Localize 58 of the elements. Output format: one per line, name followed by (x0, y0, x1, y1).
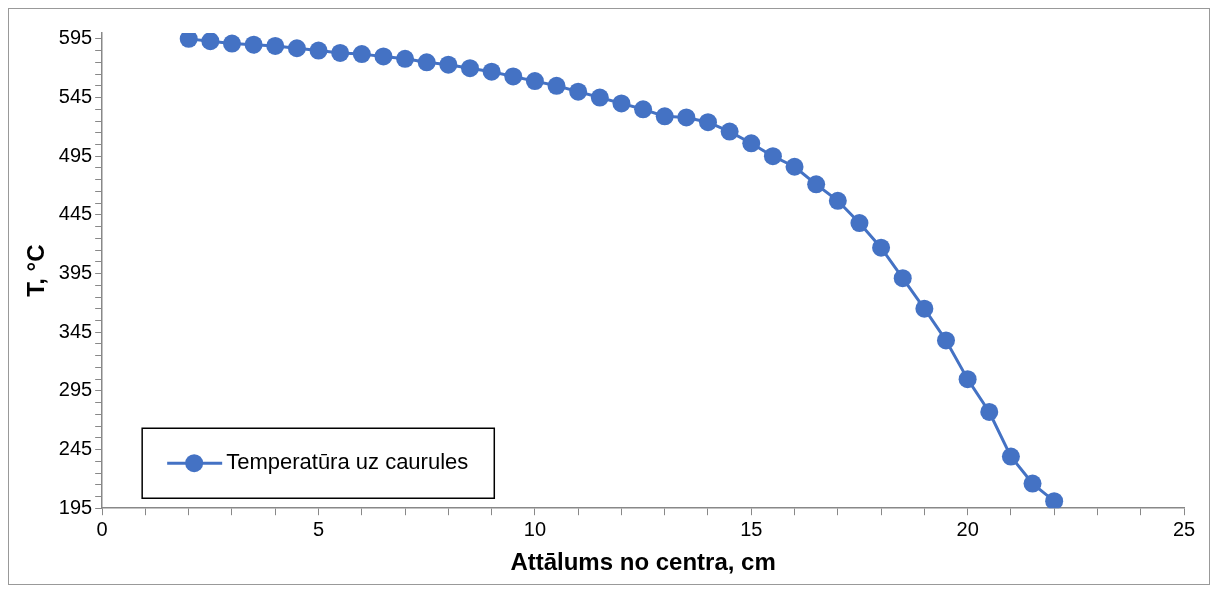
point (720, 122, 739, 141)
y-tick-label: 395 (58, 261, 93, 284)
point (439, 55, 458, 74)
point (980, 402, 999, 421)
point (201, 33, 220, 51)
y-tick-label: 595 (58, 26, 93, 49)
y-tick-label: 195 (58, 495, 93, 518)
point (590, 88, 609, 107)
y-tick-label: 495 (58, 143, 93, 166)
point (482, 62, 501, 81)
y-tick-label: 545 (58, 85, 93, 108)
x-axis-title: Attālums no centra, cm (510, 548, 776, 576)
point (915, 299, 934, 318)
point (612, 94, 631, 113)
x-tick-label: 0 (96, 517, 108, 540)
y-axis-title: T, °C (22, 244, 50, 297)
point (460, 59, 479, 78)
x-tick-label: 20 (956, 517, 979, 540)
point (374, 47, 393, 66)
point (698, 113, 717, 132)
point (807, 175, 826, 194)
point (525, 72, 544, 91)
point (655, 107, 674, 126)
point (287, 39, 306, 58)
point (677, 108, 696, 127)
y-tick-label: 445 (58, 202, 93, 225)
point (785, 157, 804, 176)
point (958, 370, 977, 389)
point (352, 45, 371, 64)
x-tick-label: 15 (740, 517, 763, 540)
point (244, 35, 263, 54)
point (266, 36, 285, 55)
point (547, 76, 566, 95)
point (634, 100, 653, 119)
point (872, 238, 891, 257)
point (569, 82, 588, 101)
legend-label: Temperatūra uz caurules (226, 449, 469, 475)
point (222, 34, 241, 53)
x-tick-label: 5 (312, 517, 325, 540)
point (1001, 447, 1020, 466)
point (937, 331, 955, 350)
point (763, 147, 782, 166)
point (1045, 492, 1064, 509)
y-tick-label: 295 (58, 378, 93, 401)
point (850, 214, 869, 233)
x-tick-label: 10 (523, 517, 547, 540)
x-tick-label: 25 (1172, 517, 1196, 540)
point (742, 134, 761, 153)
point (893, 269, 912, 288)
point (331, 43, 350, 62)
point (417, 53, 436, 72)
point (828, 191, 847, 210)
point (1023, 474, 1042, 493)
y-tick-label: 345 (58, 319, 93, 342)
y-tick-label: 245 (58, 437, 93, 460)
point (309, 41, 328, 60)
point (396, 49, 415, 68)
point (504, 67, 523, 86)
